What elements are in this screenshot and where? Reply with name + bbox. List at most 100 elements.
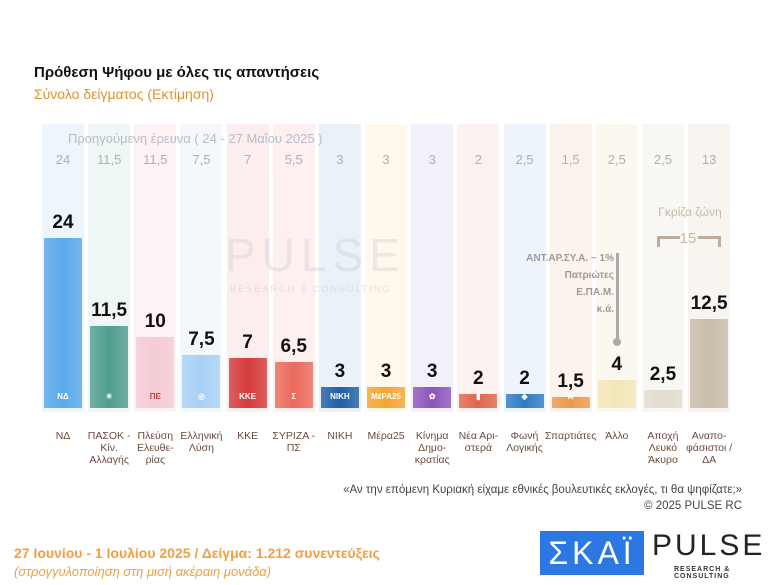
bar (182, 354, 221, 408)
value-label: 3 (426, 360, 438, 382)
column-background (411, 124, 454, 412)
previous-value-label: 5,5 (284, 152, 303, 167)
bar (320, 386, 359, 408)
category-label: Ελληνική Λύση (180, 430, 223, 454)
bar (597, 379, 636, 408)
grey-zone-label: Γκρίζα ζώνη (658, 205, 722, 219)
annotation-dot (613, 338, 621, 346)
party-logo: ΝΔ (57, 391, 69, 401)
category-label: ΣΥΡΙΖΑ - ΠΣ (272, 430, 316, 454)
value-label: 4 (611, 353, 623, 375)
value-label: 3 (334, 360, 346, 382)
bar (136, 337, 175, 408)
copyright: © 2025 PULSE RC (644, 500, 742, 512)
value-label: 2 (519, 367, 530, 389)
previous-value-label: 7 (243, 152, 252, 167)
category-label: Αποχή Λευκό Άκυρο (647, 430, 679, 466)
value-label: 6,5 (280, 335, 307, 357)
value-label: 7,5 (188, 328, 215, 350)
bar (643, 390, 682, 408)
bar (690, 319, 729, 408)
category-label: ΝΔ (55, 430, 71, 442)
footer-rounding-note: (στρογγυλοποίηση στη μισή ακέραιη μονάδα… (14, 564, 272, 579)
skai-logo: ΣΚΑΪ (540, 531, 644, 575)
survey-question: «Αν την επόμενη Κυριακή είχαμε εθνικές β… (343, 484, 742, 496)
party-logo: ΠΕ (149, 391, 161, 401)
category-label: ΚΚΕ (237, 430, 259, 442)
previous-value-label: 2 (474, 152, 482, 167)
previous-survey-label: Προηγούμενη έρευνα ( 24 - 27 Μαΐου 2025 … (68, 131, 323, 146)
party-logo: ΚΚΕ (239, 391, 257, 401)
previous-value-label: 24 (55, 152, 71, 167)
value-label: 10 (144, 311, 166, 332)
column-background (641, 124, 684, 412)
value-label: 7 (242, 332, 253, 354)
annotation-line: ΑΝΤ.ΑΡ.ΣΥ.Α. ~ 1% (526, 253, 614, 264)
party-logo: ☀ (105, 391, 113, 401)
value-label: 12,5 (690, 293, 728, 315)
bar (90, 326, 129, 408)
chart-subtitle: Σύνολο δείγματος (Εκτίμηση) (34, 86, 214, 102)
category-label: Αναπο-φάσιστοι / ΔΑ (686, 430, 733, 466)
column-background (457, 124, 500, 412)
grey-zone-bracket-right (698, 236, 721, 247)
category-label: Πλεύση Ελευθε-ρίας (136, 430, 174, 466)
grey-zone-value: 15 (679, 230, 697, 247)
party-logo: ✿ (428, 391, 436, 401)
party-logo: ◈ (521, 391, 528, 401)
value-label: 3 (380, 360, 392, 382)
column-background (549, 124, 592, 412)
category-label: Σπαρτιάτες (544, 430, 597, 442)
category-label: Κίνημα Δημο-κρατίας (414, 430, 450, 466)
column-background (503, 124, 546, 412)
previous-value-label: 11,5 (143, 152, 168, 167)
pulse-logo: PULSE (652, 529, 766, 562)
bar (228, 358, 267, 408)
bar (459, 393, 498, 408)
category-label: Νέα Αρι-στερά (458, 430, 499, 454)
annotation-line: Ε.ΠΑ.Μ. (576, 287, 614, 298)
annotation-line: Πατριώτες (564, 270, 614, 281)
bar (44, 237, 82, 408)
previous-value-label: 1,5 (561, 152, 580, 167)
previous-value-label: 3 (428, 152, 436, 167)
party-logo: ΜέΡΑ25 (371, 391, 401, 401)
pulse-watermark: PULSE (225, 229, 406, 281)
value-label: 1,5 (557, 371, 584, 393)
value-label: 2,5 (649, 364, 677, 386)
pulse-logo-sub: RESEARCH & CONSULTING (674, 566, 731, 580)
previous-value-label: 3 (382, 152, 390, 167)
pulse-watermark-sub: RESEARCH & CONSULTING (230, 284, 392, 294)
bar (367, 386, 406, 408)
annotation-pointer (616, 253, 619, 341)
category-label: Άλλο (605, 430, 629, 442)
category-label: ΠΑΣΟΚ - Κίν. Αλλαγής (87, 430, 131, 466)
previous-value-label: 3 (336, 152, 344, 167)
column-background (318, 124, 361, 412)
previous-value-label: 2,5 (607, 152, 626, 167)
annotation-line: κ.ά. (596, 304, 614, 315)
category-label: Φωνή Λογικής (506, 430, 543, 454)
bar (413, 386, 452, 408)
party-logo: ⚔ (567, 391, 575, 401)
bar (505, 393, 544, 408)
value-label: 2 (473, 367, 484, 389)
previous-value-label: 13 (701, 152, 717, 167)
party-logo: ΝΙΚΗ (330, 391, 350, 401)
previous-value-label: 2,5 (653, 152, 672, 167)
party-logo: Σ (291, 391, 297, 401)
chart-title: Πρόθεση Ψήφου με όλες τις απαντήσεις (34, 64, 320, 81)
other-annotation: ΑΝΤ.ΑΡ.ΣΥ.Α. ~ 1% Πατριώτες Ε.ΠΑ.Μ. κ.ά. (500, 250, 614, 318)
category-label: Μέρα25 (367, 430, 405, 442)
previous-value-label: 7,5 (192, 152, 211, 167)
value-label: 24 (52, 211, 74, 233)
bar (274, 361, 313, 408)
previous-value-label: 11,5 (96, 152, 122, 167)
party-logo: ▮ (476, 391, 481, 401)
previous-value-label: 2,5 (515, 152, 534, 167)
footer-dates-sample: 27 Ιουνίου - 1 Ιουλίου 2025 / Δείγμα: 1.… (14, 545, 380, 561)
value-label: 11,5 (91, 300, 128, 322)
column-background (365, 124, 408, 412)
party-logo: ◎ (197, 391, 205, 401)
grey-zone-bracket-left (657, 236, 680, 247)
